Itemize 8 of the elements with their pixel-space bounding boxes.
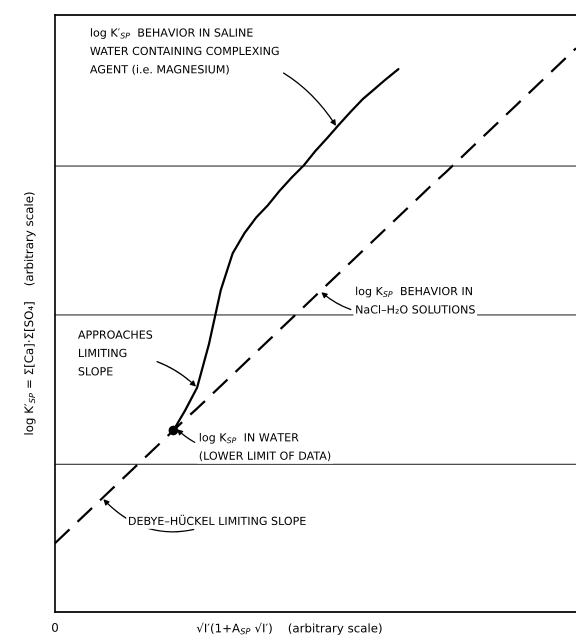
x-axis-title: √I′(1+A$_{SP}$ √I′) (arbitrary scale) (196, 622, 382, 635)
annotation: log K′$_{SP}$ BEHAVIOR IN SALINE WATER CONTAINING COMPLEXING AGENT (i.e. MAGNESIUM) (90, 28, 279, 75)
text: 0 (52, 622, 58, 632)
annotation: log K$_{SP}$ IN WATER (LOWER LIMIT OF DATA) (200, 432, 330, 462)
annotation: APPROACHES LIMITING SLOPE (78, 330, 152, 376)
y-axis-title: log K′$_{SP}$ = Σ[Ca]·Σ[SO₄] (arbitrary scale) (24, 192, 36, 434)
annotation: log K$_{SP}$ BEHAVIOR IN NaCl–H₂O SOLUTIONS (356, 286, 475, 314)
annotation: DEBYE–HÜCKEL LIMITING SLOPE (129, 514, 306, 526)
